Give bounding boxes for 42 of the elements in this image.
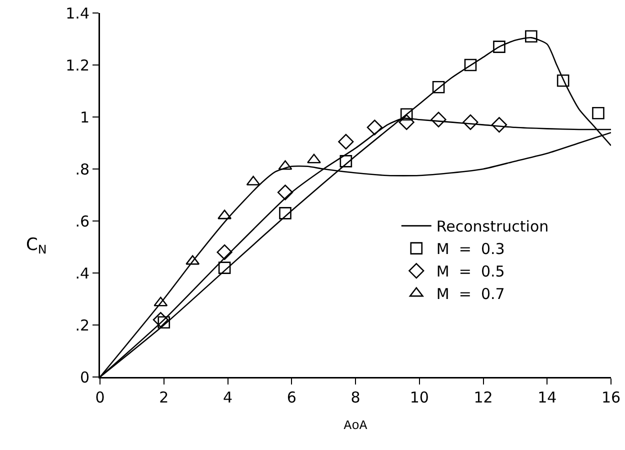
y-tick-label: 0 <box>80 368 90 386</box>
point <box>340 155 352 168</box>
legend-label: Reconstruction <box>436 218 549 236</box>
point <box>430 112 446 128</box>
legend-label: M = 0.3 <box>436 240 505 258</box>
x-tick-label: 6 <box>286 388 296 406</box>
legend-label: M = 0.7 <box>436 285 505 304</box>
y-tick-label: .6 <box>75 212 90 230</box>
point <box>218 262 231 274</box>
x-tick-label: 4 <box>222 388 233 406</box>
x-tick-label: 14 <box>538 388 557 406</box>
point <box>366 120 382 136</box>
y-tick-label: .2 <box>75 316 90 334</box>
point <box>277 184 294 200</box>
y-tick-label: 1.4 <box>66 4 90 22</box>
point <box>491 117 508 133</box>
point <box>400 108 413 121</box>
point <box>592 106 604 120</box>
point <box>279 207 292 220</box>
y-tick-label: .4 <box>75 264 90 282</box>
y-tick-label: .8 <box>75 160 90 178</box>
point <box>216 244 232 260</box>
point <box>152 312 168 328</box>
point <box>556 74 570 87</box>
x-tick-label: 10 <box>410 388 429 406</box>
point <box>398 114 414 130</box>
point <box>432 80 445 94</box>
legend-label: M = 0.5 <box>436 262 505 281</box>
x-tick-label: 16 <box>601 388 621 406</box>
point <box>338 134 354 150</box>
y-tick-label: 1 <box>80 108 90 126</box>
x-tick-label: 8 <box>350 388 360 406</box>
point <box>462 114 478 130</box>
x-tick-label: 12 <box>474 388 493 406</box>
point <box>493 40 506 53</box>
x-axis-title: AoA <box>344 418 368 433</box>
y-axis-title: C$_{N}$ <box>26 235 47 257</box>
y-tick-label: 1.2 <box>66 56 90 74</box>
point <box>525 30 538 43</box>
x-tick-label: 0 <box>95 388 105 406</box>
point <box>464 58 477 72</box>
x-tick-label: 2 <box>159 388 169 406</box>
